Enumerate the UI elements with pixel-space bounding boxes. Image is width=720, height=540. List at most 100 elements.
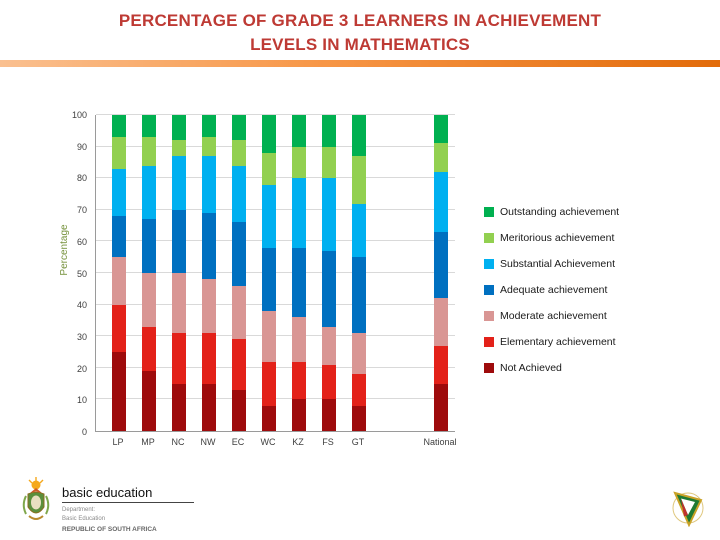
legend-swatch [484, 259, 494, 269]
y-tick-label: 40 [76, 300, 87, 311]
bar-segment [434, 231, 448, 299]
bar-segment [352, 203, 366, 258]
brand-name: basic education [62, 485, 194, 504]
bar-segment [202, 383, 216, 431]
y-tick-label: 70 [76, 205, 87, 216]
bar-segment [322, 178, 336, 251]
stacked-bar-lp [112, 115, 126, 431]
bar-segment [262, 184, 276, 248]
stacked-bar-nw [202, 115, 216, 431]
bar-segment [172, 156, 186, 210]
bar-segment [322, 115, 336, 147]
bar-segment [232, 222, 246, 286]
bar-segment [262, 405, 276, 431]
legend-label: Not Achieved [500, 362, 562, 374]
y-axis-ticks: 0 10 20 30 40 50 60 70 80 90 100 [55, 110, 91, 437]
bar-segment [232, 389, 246, 431]
department-lines: Department: Basic Education REPUBLIC OF … [62, 506, 194, 534]
bar-segment [352, 115, 366, 157]
chart-legend: Outstanding achievement Meritorious achie… [484, 206, 619, 388]
department-line2: Basic Education [62, 515, 106, 522]
bar-segment [232, 115, 246, 141]
y-tick-label: 60 [76, 236, 87, 247]
bar-segment [142, 219, 156, 274]
bar-segment [232, 339, 246, 390]
bar-segment [112, 304, 126, 352]
legend-item: Meritorious achievement [484, 232, 619, 244]
y-tick-label: 50 [76, 268, 87, 279]
bar-segment [292, 115, 306, 147]
bar-segment [172, 273, 186, 334]
bar-segment [434, 171, 448, 232]
dbe-logo-lockup: basic education Department: Basic Educat… [18, 477, 194, 534]
bar-segment [172, 115, 186, 141]
legend-item: Elementary achievement [484, 336, 619, 348]
bar-segment [202, 115, 216, 138]
bar-segment [112, 168, 126, 217]
x-tick-label: GT [351, 437, 365, 447]
bar-segment [112, 216, 126, 258]
dbe-text-block: basic education Department: Basic Educat… [62, 477, 194, 534]
legend-label: Elementary achievement [500, 336, 616, 348]
coat-of-arms-icon [22, 477, 50, 521]
slide-title-line1: PERCENTAGE OF GRADE 3 LEARNERS IN ACHIEV… [118, 11, 602, 30]
legend-label: Adequate achievement [500, 284, 608, 296]
bar-segment [322, 146, 336, 179]
stacked-bar-ec [232, 115, 246, 431]
bar-segment [202, 279, 216, 334]
bar-segment [262, 310, 276, 362]
stacked-bar-mp [142, 115, 156, 431]
bar-segment [142, 326, 156, 371]
country-line: REPUBLIC OF SOUTH AFRICA [62, 525, 157, 533]
stacked-bar-national [434, 115, 448, 431]
bar-segment [142, 137, 156, 166]
bar-segment [232, 285, 246, 340]
bar-segment [142, 115, 156, 138]
legend-label: Meritorious achievement [500, 232, 615, 244]
bar-segment [202, 156, 216, 213]
x-tick-label: MP [141, 437, 155, 447]
bar-segment [232, 165, 246, 223]
legend-item: Moderate achievement [484, 310, 619, 322]
legend-item: Substantial Achievement [484, 258, 619, 270]
bar-segment [292, 178, 306, 248]
bar-segment [352, 257, 366, 334]
legend-swatch [484, 207, 494, 217]
bar-segment [202, 212, 216, 280]
bar-segment [434, 345, 448, 384]
bar-segment [112, 137, 126, 169]
x-tick-label: WC [260, 437, 276, 447]
bar-segment [434, 143, 448, 172]
stacked-bar-nc [172, 115, 186, 431]
y-tick-label: 10 [76, 395, 87, 406]
slide-title-line2: LEVELS IN MATHEMATICS [250, 34, 470, 54]
legend-item: Not Achieved [484, 362, 619, 374]
legend-item: Outstanding achievement [484, 206, 619, 218]
orange-divider-bar [0, 60, 720, 67]
bar-segment [142, 273, 156, 327]
bar-segment [262, 361, 276, 406]
y-tick-label: 20 [76, 363, 87, 374]
bar-segment [172, 383, 186, 431]
bar-segment [322, 250, 336, 327]
bar-segment [172, 209, 186, 274]
legend-swatch [484, 337, 494, 347]
bar-segment [142, 165, 156, 220]
bar-segment [434, 115, 448, 144]
bar-segment [352, 156, 366, 204]
bar-segment [172, 140, 186, 157]
bar-segment [322, 326, 336, 365]
bar-segment [292, 399, 306, 431]
bar-segment [292, 361, 306, 400]
y-tick-label: 80 [76, 173, 87, 184]
legend-label: Substantial Achievement [500, 258, 615, 270]
y-tick-label: 0 [81, 427, 87, 437]
x-tick-label: KZ [292, 437, 304, 447]
bar-segment [352, 374, 366, 406]
y-tick-label: 100 [71, 110, 87, 120]
x-tick-label: FS [322, 437, 334, 447]
bar-segment [112, 115, 126, 138]
x-tick-label: NW [200, 437, 216, 447]
bar-segment [292, 146, 306, 179]
bar-segment [262, 152, 276, 185]
